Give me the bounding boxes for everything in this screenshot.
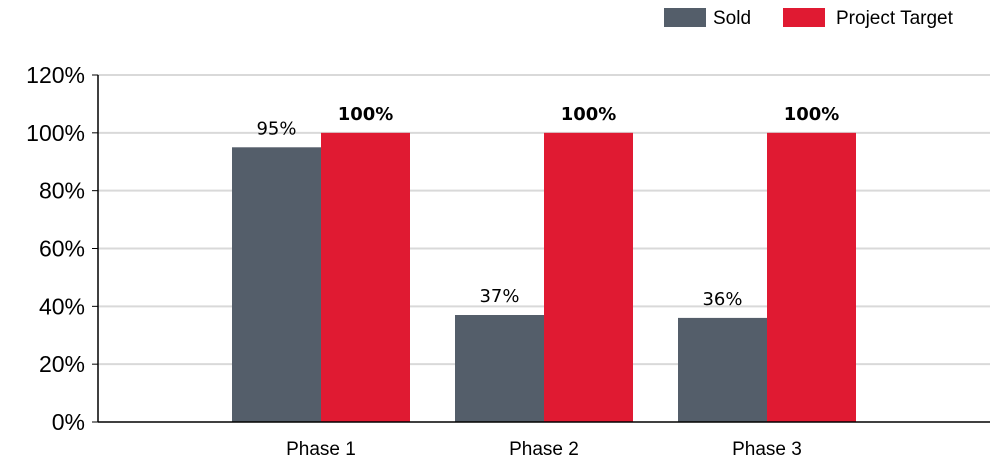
x-category-label: Phase 1 [286,439,356,460]
legend: Sold Project Target [664,8,954,29]
bar-sold-1 [232,147,321,422]
bar-project-target-1 [321,132,410,423]
data-label: 95% [256,118,296,139]
axes: 0% 20% 40% 60% 80% 100% 120% Phase 1 Phase 2 Phas… [26,62,990,460]
legend-swatch [783,8,825,27]
y-tick-label: 80% [39,178,85,204]
y-tick-label: 100% [26,120,85,146]
y-tick-label: 40% [39,293,85,319]
x-category-label: Phase 2 [509,439,579,460]
data-label: 100% [338,104,394,125]
data-label: 37% [479,286,519,307]
bar-project-target-2 [544,132,633,423]
bar-project-target-3 [767,132,856,423]
bars [232,132,856,423]
x-category-label: Phase 3 [732,439,802,460]
y-tick-label: 20% [39,351,85,377]
data-labels: 95% 100% 37% 100% 36% 100% [256,104,839,310]
data-label: 100% [561,104,617,125]
legend-label: Project Target [836,8,954,29]
bar-sold-3 [678,317,767,422]
legend-swatch [664,8,706,27]
y-tick-label: 0% [52,409,85,435]
data-label: 36% [702,289,742,310]
legend-label: Sold [713,8,751,29]
y-tick-label: 120% [26,62,85,88]
bar-sold-2 [455,315,544,422]
y-tick-label: 60% [39,236,85,262]
data-label: 100% [784,104,840,125]
